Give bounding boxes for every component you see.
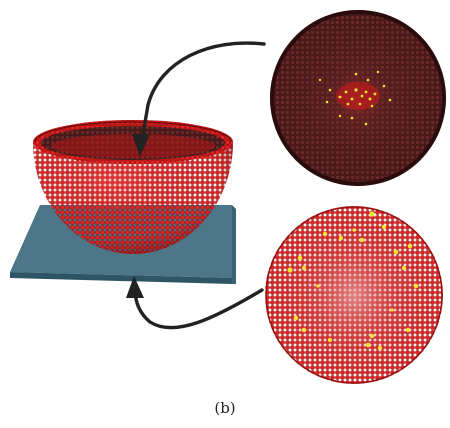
figure-caption: (b) xyxy=(214,399,236,417)
arrowhead-icon xyxy=(132,134,150,157)
curved-arrow-icon xyxy=(133,287,264,330)
curved-arrow-icon xyxy=(139,41,266,148)
top-view-disc xyxy=(270,10,446,186)
bottom-view-markers xyxy=(287,211,419,351)
top-view-markers xyxy=(318,70,392,126)
hemisphere-bowl xyxy=(33,120,233,254)
arrowhead-icon xyxy=(126,276,144,298)
bottom-view-disc xyxy=(265,206,443,384)
